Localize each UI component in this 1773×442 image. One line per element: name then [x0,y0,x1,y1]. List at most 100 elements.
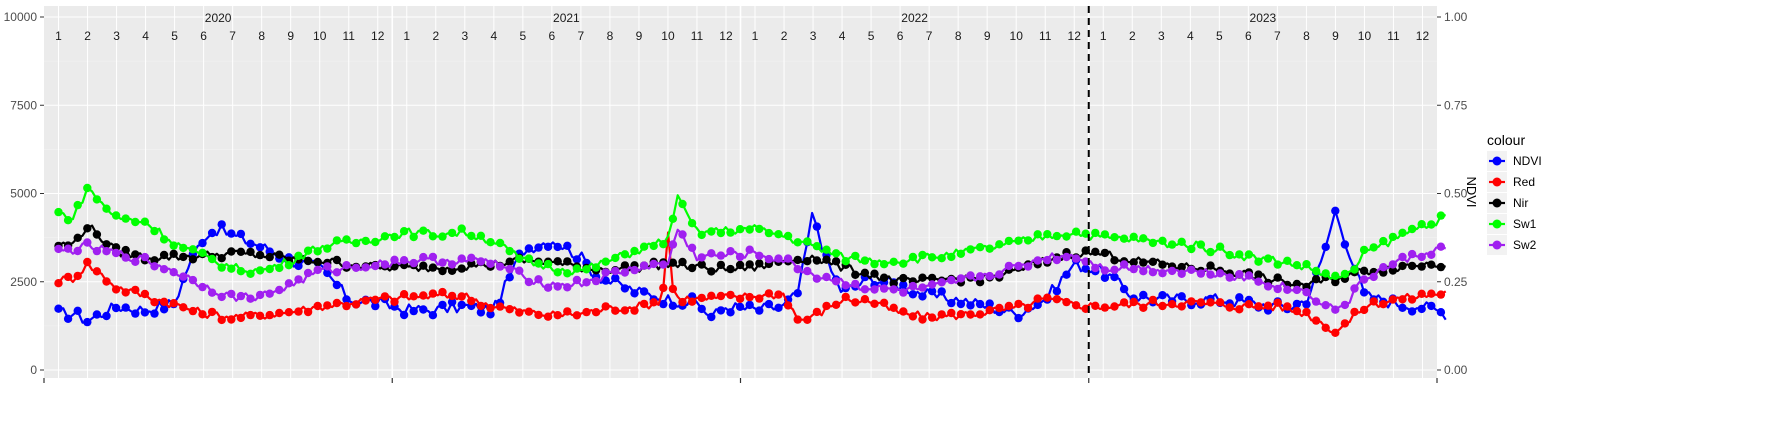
data-point [889,279,898,288]
data-point [1244,300,1254,309]
data-point [1110,256,1119,265]
data-point [793,255,802,265]
data-point [438,232,447,241]
data-point [169,249,178,258]
data-point [783,231,793,241]
data-point [793,238,802,247]
month-label: 4 [490,29,497,43]
data-point [159,297,169,306]
data-point [265,252,274,262]
data-point [553,242,562,252]
data-point [639,299,649,309]
data-point [140,289,150,299]
legend-label: Red [1513,175,1535,189]
data-point [937,254,946,263]
data-point [1100,303,1110,312]
data-point [179,303,188,312]
data-point [150,262,159,271]
data-point [1331,305,1340,314]
data-point [284,308,294,317]
data-point [582,265,591,274]
data-point [159,265,169,274]
data-point [908,281,918,291]
data-point [879,298,889,307]
month-label: 11 [1039,29,1052,43]
data-point [966,271,975,280]
data-point [937,278,946,287]
data-point [140,252,150,262]
data-point [1100,248,1110,258]
data-point [1167,300,1177,309]
data-point [889,285,898,294]
data-point [985,306,994,315]
data-point [1359,288,1369,297]
data-point [1407,261,1417,271]
data-point [380,232,390,241]
data-point [1292,279,1302,289]
data-point [131,250,140,259]
data-point [1436,262,1446,272]
data-point [735,260,745,270]
data-point [121,245,130,255]
data-point [255,290,265,300]
data-point [467,296,476,306]
data-point [697,304,706,314]
month-label: 1 [752,29,759,43]
data-point [1206,261,1215,270]
month-label: 5 [520,29,527,43]
data-point [927,253,937,262]
data-point [966,245,975,254]
month-label: 5 [868,29,875,43]
data-point [1177,292,1186,301]
data-point [371,237,380,247]
data-point [1321,323,1330,332]
data-point [1158,291,1167,300]
data-point [1043,230,1052,239]
data-point [1091,263,1100,273]
data-point [1119,298,1129,307]
data-point [1350,307,1359,317]
data-point [1427,301,1436,311]
legend-label: Sw2 [1513,238,1537,252]
data-point [524,254,534,263]
data-point [1033,230,1042,239]
data-point [1254,277,1263,286]
month-label: 1 [403,29,410,43]
data-point [1340,269,1350,279]
data-point [140,308,150,317]
data-point [1177,262,1186,272]
data-point [918,273,927,282]
data-point [1302,300,1311,309]
bottom-axis [43,378,1438,383]
data-point [236,313,246,323]
data-point [1436,308,1446,317]
data-point [1417,262,1426,271]
data-point [975,299,985,309]
data-point [831,300,841,309]
data-point [73,246,82,256]
data-point [1340,240,1350,249]
data-point [841,281,850,290]
data-point [1331,328,1340,337]
month-label: 3 [1158,29,1165,43]
data-point [803,257,812,266]
data-point [687,243,697,252]
data-point [207,288,217,297]
data-point [1369,243,1378,252]
data-point [1263,282,1273,291]
month-label: 2 [1129,29,1136,43]
month-label: 7 [1274,29,1281,43]
data-point [332,236,342,245]
month-label: 3 [461,29,468,43]
data-point [1033,300,1042,310]
data-point [313,257,322,267]
data-point [428,232,438,241]
month-label: 6 [897,29,904,43]
data-point [841,292,850,302]
data-point [812,307,822,317]
data-point [716,306,726,315]
data-point [1225,250,1234,260]
data-point [361,296,370,305]
data-point [975,272,985,281]
